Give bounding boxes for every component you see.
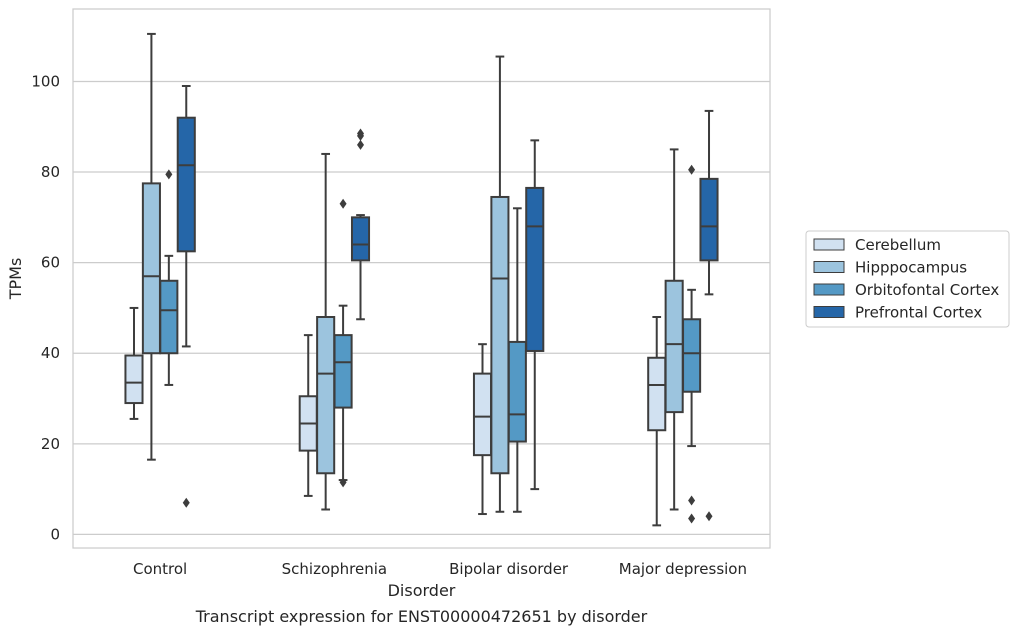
legend-frame [805, 230, 1010, 328]
box-iqr [176, 116, 196, 253]
box-prefrontal-cortex [525, 139, 545, 491]
box-iqr [647, 356, 667, 432]
outlier-point [688, 513, 696, 524]
box-hipppocampus [316, 152, 336, 511]
box-iqr [490, 195, 510, 475]
box-iqr [507, 340, 527, 443]
y-tick-label: 20 [41, 435, 60, 453]
x-tick-label: Major depression [619, 560, 747, 578]
box-iqr [316, 316, 336, 475]
box-iqr [664, 279, 684, 414]
outlier-point [357, 139, 365, 150]
x-tick-label: Control [133, 560, 187, 578]
y-tick-label: 100 [31, 72, 60, 90]
legend-swatch [813, 306, 845, 318]
legend-label: Prefrontal Cortex [855, 304, 982, 322]
x-tick-label: Schizophrenia [282, 560, 387, 578]
y-tick-labels: 0 20 40 60 80 100 [31, 72, 60, 543]
outlier-point [705, 511, 713, 522]
y-axis-title: TPMs [6, 258, 25, 301]
box-orbitofontal-cortex [682, 164, 702, 524]
box-hipppocampus [141, 32, 161, 461]
box-iqr [472, 372, 493, 457]
y-tick-label: 60 [41, 254, 60, 272]
legend-label: Orbitofontal Cortex [855, 281, 999, 299]
box-cerebellum [647, 316, 667, 527]
outlier-point [165, 169, 173, 180]
outlier-point [339, 477, 347, 488]
box-prefrontal-cortex [350, 128, 371, 321]
legend: Cerebellum Hipppocampus Orbitofontal Corte… [805, 230, 1010, 328]
outlier-point [357, 130, 365, 141]
box-iqr [159, 279, 179, 355]
box-hipppocampus [490, 55, 510, 513]
box-prefrontal-cortex [699, 109, 719, 522]
box-plot-marks [124, 32, 719, 527]
box-cerebellum [472, 343, 493, 516]
outlier-point [182, 497, 190, 508]
box-cerebellum [298, 334, 318, 497]
y-tick-label: 80 [41, 163, 60, 181]
outlier-point [688, 495, 696, 506]
x-tick-label: Bipolar disorder [449, 560, 569, 578]
chart-caption: Transcript expression for ENST0000047265… [195, 607, 648, 626]
legend-swatch [813, 283, 845, 296]
box-iqr [699, 177, 719, 262]
box-iqr [333, 334, 353, 409]
box-orbitofontal-cortex [507, 207, 527, 513]
box-iqr [350, 216, 371, 262]
outlier-point [688, 164, 696, 175]
box-hipppocampus [664, 148, 684, 511]
box-prefrontal-cortex [176, 85, 196, 508]
legend-swatch [813, 261, 845, 273]
plot-area-frame [72, 8, 771, 549]
box-cerebellum [124, 306, 144, 420]
box-iqr [124, 354, 144, 405]
legend-swatch [813, 238, 845, 251]
box-iqr [525, 186, 545, 352]
box-orbitofontal-cortex [333, 198, 353, 488]
legend-label: Hipppocampus [855, 259, 967, 277]
x-axis-title: Disorder [388, 581, 456, 600]
box-iqr [682, 318, 702, 393]
box-iqr [141, 182, 161, 355]
y-tick-label: 40 [41, 344, 60, 362]
x-tick-labels: Control Schizophrenia Bipolar disorder Majo… [133, 560, 747, 578]
box-orbitofontal-cortex [159, 169, 179, 386]
legend-label: Cerebellum [855, 236, 941, 254]
outlier-point [339, 198, 347, 209]
y-tick-label: 0 [50, 525, 60, 543]
